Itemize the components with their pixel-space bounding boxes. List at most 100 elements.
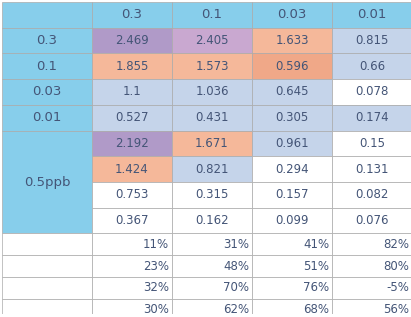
- Bar: [332, 233, 411, 255]
- Bar: [2, 54, 92, 79]
- Bar: [172, 105, 252, 131]
- Bar: [172, 2, 252, 28]
- Text: 11%: 11%: [143, 238, 169, 251]
- Text: 0.174: 0.174: [355, 111, 389, 124]
- Bar: [172, 28, 252, 54]
- Bar: [172, 182, 252, 208]
- Bar: [172, 131, 252, 156]
- Bar: [172, 277, 252, 299]
- Bar: [172, 156, 252, 182]
- Bar: [92, 2, 172, 28]
- Text: 51%: 51%: [303, 260, 329, 273]
- Bar: [92, 233, 172, 255]
- Text: 2.405: 2.405: [195, 34, 229, 47]
- Text: 41%: 41%: [303, 238, 329, 251]
- Text: 1.1: 1.1: [122, 86, 141, 99]
- Bar: [252, 54, 332, 79]
- Text: 0.596: 0.596: [275, 60, 309, 73]
- Bar: [172, 208, 252, 233]
- Bar: [332, 54, 411, 79]
- Bar: [252, 233, 332, 255]
- Bar: [172, 255, 252, 277]
- Text: 0.01: 0.01: [32, 111, 62, 124]
- Text: 48%: 48%: [223, 260, 249, 273]
- Text: 1.671: 1.671: [195, 137, 229, 150]
- Bar: [332, 255, 411, 277]
- Bar: [252, 131, 332, 156]
- Bar: [2, 2, 92, 28]
- Bar: [92, 277, 172, 299]
- Text: 0.3: 0.3: [37, 34, 58, 47]
- Bar: [92, 105, 172, 131]
- Bar: [2, 28, 92, 54]
- Text: 0.367: 0.367: [115, 214, 149, 227]
- Bar: [2, 255, 92, 277]
- Bar: [172, 233, 252, 255]
- Text: 1.573: 1.573: [195, 60, 229, 73]
- Bar: [252, 182, 332, 208]
- Bar: [332, 277, 411, 299]
- Bar: [332, 299, 411, 317]
- Bar: [2, 299, 92, 317]
- Text: 0.1: 0.1: [37, 60, 58, 73]
- Text: 0.5ppb: 0.5ppb: [24, 176, 70, 189]
- Text: 1.424: 1.424: [115, 163, 149, 176]
- Bar: [172, 79, 252, 105]
- Text: 0.01: 0.01: [357, 8, 387, 21]
- Bar: [332, 208, 411, 233]
- Text: 31%: 31%: [223, 238, 249, 251]
- Text: 80%: 80%: [383, 260, 409, 273]
- Bar: [92, 79, 172, 105]
- Bar: [332, 2, 411, 28]
- Bar: [252, 299, 332, 317]
- Text: 1.036: 1.036: [195, 86, 229, 99]
- Bar: [332, 156, 411, 182]
- Text: 1.855: 1.855: [115, 60, 149, 73]
- Bar: [2, 79, 92, 105]
- Text: 0.431: 0.431: [195, 111, 229, 124]
- Text: 32%: 32%: [143, 281, 169, 294]
- Text: 2.192: 2.192: [115, 137, 149, 150]
- Bar: [252, 2, 332, 28]
- Bar: [252, 208, 332, 233]
- Text: 70%: 70%: [223, 281, 249, 294]
- Bar: [252, 79, 332, 105]
- Text: 82%: 82%: [383, 238, 409, 251]
- Text: 0.03: 0.03: [277, 8, 307, 21]
- Bar: [92, 208, 172, 233]
- Text: 0.305: 0.305: [275, 111, 309, 124]
- Bar: [2, 277, 92, 299]
- Text: 0.15: 0.15: [359, 137, 385, 150]
- Text: 1.633: 1.633: [275, 34, 309, 47]
- Bar: [252, 255, 332, 277]
- Text: 0.076: 0.076: [355, 214, 389, 227]
- Text: 0.157: 0.157: [275, 188, 309, 201]
- Text: 0.162: 0.162: [195, 214, 229, 227]
- Text: 0.1: 0.1: [201, 8, 222, 21]
- Bar: [332, 131, 411, 156]
- Bar: [172, 54, 252, 79]
- Text: -5%: -5%: [386, 281, 409, 294]
- Text: 68%: 68%: [303, 303, 329, 316]
- Text: 0.099: 0.099: [275, 214, 309, 227]
- Bar: [92, 299, 172, 317]
- Text: 0.131: 0.131: [355, 163, 389, 176]
- Text: 23%: 23%: [143, 260, 169, 273]
- Text: 0.082: 0.082: [356, 188, 389, 201]
- Text: 0.753: 0.753: [115, 188, 149, 201]
- Text: 0.821: 0.821: [195, 163, 229, 176]
- Text: 0.3: 0.3: [122, 8, 143, 21]
- Bar: [2, 233, 92, 255]
- Bar: [92, 156, 172, 182]
- Text: 0.961: 0.961: [275, 137, 309, 150]
- Bar: [92, 54, 172, 79]
- Bar: [172, 299, 252, 317]
- Bar: [92, 131, 172, 156]
- Text: 2.469: 2.469: [115, 34, 149, 47]
- Bar: [2, 131, 92, 233]
- Text: 0.03: 0.03: [32, 86, 62, 99]
- Text: 0.645: 0.645: [275, 86, 309, 99]
- Bar: [92, 28, 172, 54]
- Text: 0.66: 0.66: [359, 60, 385, 73]
- Bar: [92, 255, 172, 277]
